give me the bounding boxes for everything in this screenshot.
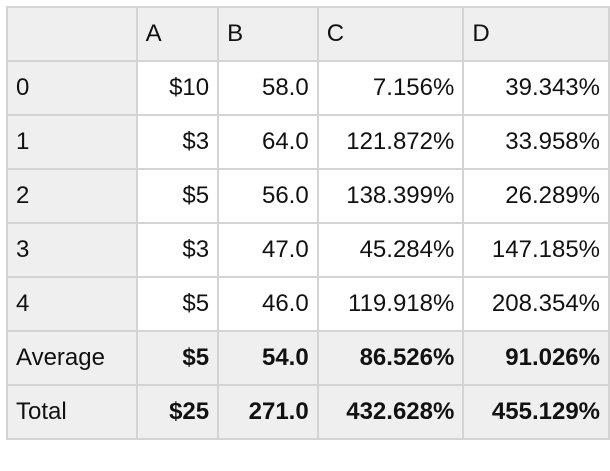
column-header-d[interactable]: D — [462, 6, 610, 62]
cell-c[interactable]: 121.872% — [316, 114, 465, 170]
cell-c[interactable]: 7.156% — [316, 60, 465, 116]
cell-b[interactable]: 47.0 — [217, 222, 319, 278]
row-label: 4 — [6, 276, 138, 332]
total-row: Total $25 271.0 432.628% 455.129% — [6, 384, 610, 440]
column-header-c[interactable]: C — [316, 6, 465, 62]
cell-b[interactable]: 64.0 — [217, 114, 319, 170]
cell-c[interactable]: 432.628% — [316, 384, 465, 440]
table-row: 1 $3 64.0 121.872% 33.958% — [6, 114, 610, 170]
cell-a[interactable]: $5 — [135, 168, 220, 224]
table-body: 0 $10 58.0 7.156% 39.343% 1 $3 64.0 121.… — [6, 60, 610, 440]
cell-a[interactable]: $5 — [135, 276, 220, 332]
header-corner — [6, 6, 138, 62]
data-table: A B C D 0 $10 58.0 7.156% 39.343% 1 $3 6… — [6, 6, 610, 440]
cell-d[interactable]: 91.026% — [462, 330, 610, 386]
cell-b[interactable]: 54.0 — [217, 330, 319, 386]
row-label: Total — [6, 384, 138, 440]
cell-c[interactable]: 86.526% — [316, 330, 465, 386]
row-label: Average — [6, 330, 138, 386]
cell-a[interactable]: $3 — [135, 222, 220, 278]
header-row: A B C D — [6, 6, 610, 62]
column-header-b[interactable]: B — [217, 6, 319, 62]
row-label: 3 — [6, 222, 138, 278]
average-row: Average $5 54.0 86.526% 91.026% — [6, 330, 610, 386]
table-row: 3 $3 47.0 45.284% 147.185% — [6, 222, 610, 278]
table-row: 0 $10 58.0 7.156% 39.343% — [6, 60, 610, 116]
cell-d[interactable]: 147.185% — [462, 222, 610, 278]
cell-d[interactable]: 26.289% — [462, 168, 610, 224]
cell-c[interactable]: 138.399% — [316, 168, 465, 224]
cell-a[interactable]: $3 — [135, 114, 220, 170]
cell-c[interactable]: 119.918% — [316, 276, 465, 332]
cell-d[interactable]: 455.129% — [462, 384, 610, 440]
row-label: 2 — [6, 168, 138, 224]
cell-c[interactable]: 45.284% — [316, 222, 465, 278]
row-label: 0 — [6, 60, 138, 116]
cell-a[interactable]: $10 — [135, 60, 220, 116]
cell-b[interactable]: 58.0 — [217, 60, 319, 116]
cell-a[interactable]: $25 — [135, 384, 220, 440]
cell-b[interactable]: 46.0 — [217, 276, 319, 332]
cell-a[interactable]: $5 — [135, 330, 220, 386]
cell-d[interactable]: 39.343% — [462, 60, 610, 116]
table-header: A B C D — [6, 6, 610, 62]
row-label: 1 — [6, 114, 138, 170]
cell-d[interactable]: 208.354% — [462, 276, 610, 332]
table-row: 2 $5 56.0 138.399% 26.289% — [6, 168, 610, 224]
table-row: 4 $5 46.0 119.918% 208.354% — [6, 276, 610, 332]
cell-b[interactable]: 271.0 — [217, 384, 319, 440]
cell-d[interactable]: 33.958% — [462, 114, 610, 170]
cell-b[interactable]: 56.0 — [217, 168, 319, 224]
column-header-a[interactable]: A — [135, 6, 220, 62]
